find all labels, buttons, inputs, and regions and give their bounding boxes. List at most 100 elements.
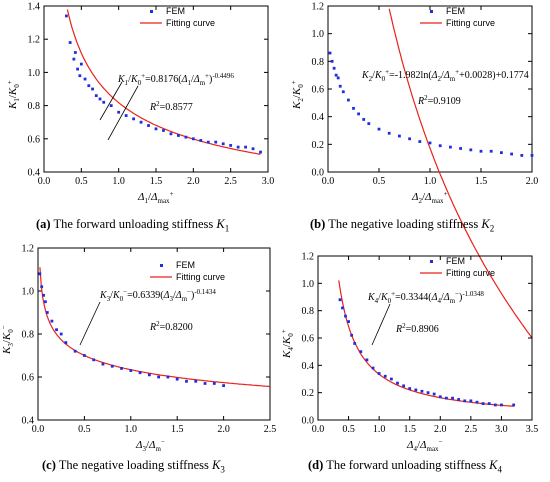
x-tick-label: 3.0	[495, 424, 508, 435]
fit-equation-a: K1/K0+=0.8176(Δ1/Δm+)-0.4496	[117, 72, 234, 87]
fem-point	[59, 332, 63, 336]
x-tick-label: 2.0	[434, 424, 447, 435]
fem-point	[129, 369, 133, 372]
fem-point	[229, 144, 233, 147]
fem-point	[79, 62, 83, 66]
legend-fem-marker	[150, 10, 153, 13]
fem-point	[332, 66, 336, 70]
y-tick-label: 0.2	[302, 388, 315, 399]
fem-point	[222, 384, 225, 387]
x-axis-label-c: Δ3/Δm−	[135, 438, 165, 453]
y-tick-label: 0.6	[312, 85, 325, 96]
fem-point	[520, 154, 524, 157]
fem-point	[338, 84, 342, 88]
fem-point	[55, 328, 58, 332]
fem-point	[194, 379, 198, 383]
fem-point	[120, 367, 123, 370]
x-tick-label: 2.0	[187, 176, 200, 187]
x-tick-label: 3.0	[262, 176, 275, 187]
x-tick-label: 0.0	[322, 176, 335, 187]
fem-point	[387, 131, 391, 135]
r-squared-d: R2=0.8906	[395, 322, 439, 335]
legend-fit-label: Fitting curve	[176, 272, 225, 282]
x-tick-label: 0.0	[312, 424, 325, 435]
y-axis-label-b: K2/K0+	[290, 80, 305, 110]
fem-point	[102, 100, 106, 104]
fem-point	[469, 399, 473, 403]
fem-point	[469, 148, 473, 152]
x-tick-label: 1.5	[403, 424, 416, 435]
legend-fem-marker	[160, 264, 163, 267]
y-tick-label: 1.2	[312, 2, 325, 13]
y-tick-label: 1.2	[28, 35, 41, 46]
plot-frame-c	[37, 247, 271, 421]
x-tick-label: 1.5	[171, 424, 184, 435]
y-axis-label-a: K1/K0+	[6, 80, 21, 110]
fem-point	[199, 139, 203, 142]
fem-point	[449, 145, 452, 149]
fem-point	[457, 398, 461, 401]
fem-point	[76, 67, 79, 71]
x-tick-label: 2.5	[465, 424, 478, 435]
fem-point	[334, 73, 338, 77]
fem-point	[365, 358, 369, 362]
fem-point	[479, 149, 483, 153]
fem-point	[236, 145, 240, 149]
y-axis-label-c: K3/K0−	[0, 325, 15, 355]
x-tick-label: 0.5	[75, 176, 88, 187]
r-squared-b: R2=0.9109	[417, 94, 461, 107]
y-tick-label: 1.2	[302, 252, 315, 263]
fem-point	[94, 94, 98, 98]
fem-point	[367, 122, 371, 125]
fem-point	[44, 300, 47, 304]
fem-point	[98, 97, 102, 101]
fem-point	[389, 377, 393, 381]
fit-equation-d: K4/K0+=0.3344(Δ4/Δm−)-1.0348	[367, 290, 484, 305]
fem-point	[78, 74, 82, 78]
fem-point	[500, 403, 503, 407]
x-tick-label: 3.5	[526, 424, 539, 435]
fem-point	[175, 377, 179, 381]
x-tick-label: 0.5	[342, 424, 355, 435]
y-tick-label: 0.0	[312, 168, 325, 179]
legend-fem-marker	[430, 260, 433, 263]
fem-point	[353, 342, 357, 345]
fem-point	[408, 387, 412, 390]
caption-c: (c) The negative loading stiffness K3	[42, 458, 225, 475]
x-tick-label: 1.5	[150, 176, 163, 187]
legend-fit-label: Fitting curve	[446, 268, 495, 278]
legend-fem-label: FEM	[166, 6, 185, 16]
x-tick-label: 0.0	[32, 424, 45, 435]
y-tick-label: 1.0	[22, 287, 35, 298]
caption-b: (b) The negative loading stiffness K2	[310, 217, 495, 234]
fem-point	[139, 120, 143, 124]
fitting-curve-a	[66, 9, 261, 155]
fem-point	[38, 272, 42, 276]
legend-fem-label: FEM	[446, 256, 465, 266]
y-tick-label: 0.4	[28, 168, 41, 179]
fem-point	[166, 375, 170, 379]
fem-point	[138, 371, 142, 375]
fem-point	[50, 319, 54, 323]
fem-point	[185, 379, 188, 383]
fem-point	[65, 14, 68, 18]
fem-point	[87, 84, 91, 88]
fem-point	[244, 145, 247, 149]
fem-point	[481, 402, 485, 405]
fem-point	[203, 382, 207, 385]
y-tick-label: 0.6	[28, 134, 41, 145]
chart-c: 0.0 0.5 1.0 1.5 2.0 2.5 0.4 0.6 0.8 1.0 1.2 FEM Fitt…	[22, 244, 277, 436]
fem-point	[162, 129, 165, 132]
r-squared-c: R2=0.8200	[149, 320, 193, 333]
y-tick-label: 1.0	[28, 68, 41, 79]
fem-point	[489, 149, 493, 153]
y-tick-label: 0.4	[22, 416, 35, 427]
annotation-leader-d	[371, 303, 391, 346]
fem-point	[147, 373, 151, 377]
y-tick-label: 0.8	[28, 101, 41, 112]
x-tick-label: 1.0	[373, 424, 386, 435]
fem-point	[347, 98, 350, 102]
fem-point	[371, 366, 375, 370]
fem-point	[357, 112, 360, 116]
